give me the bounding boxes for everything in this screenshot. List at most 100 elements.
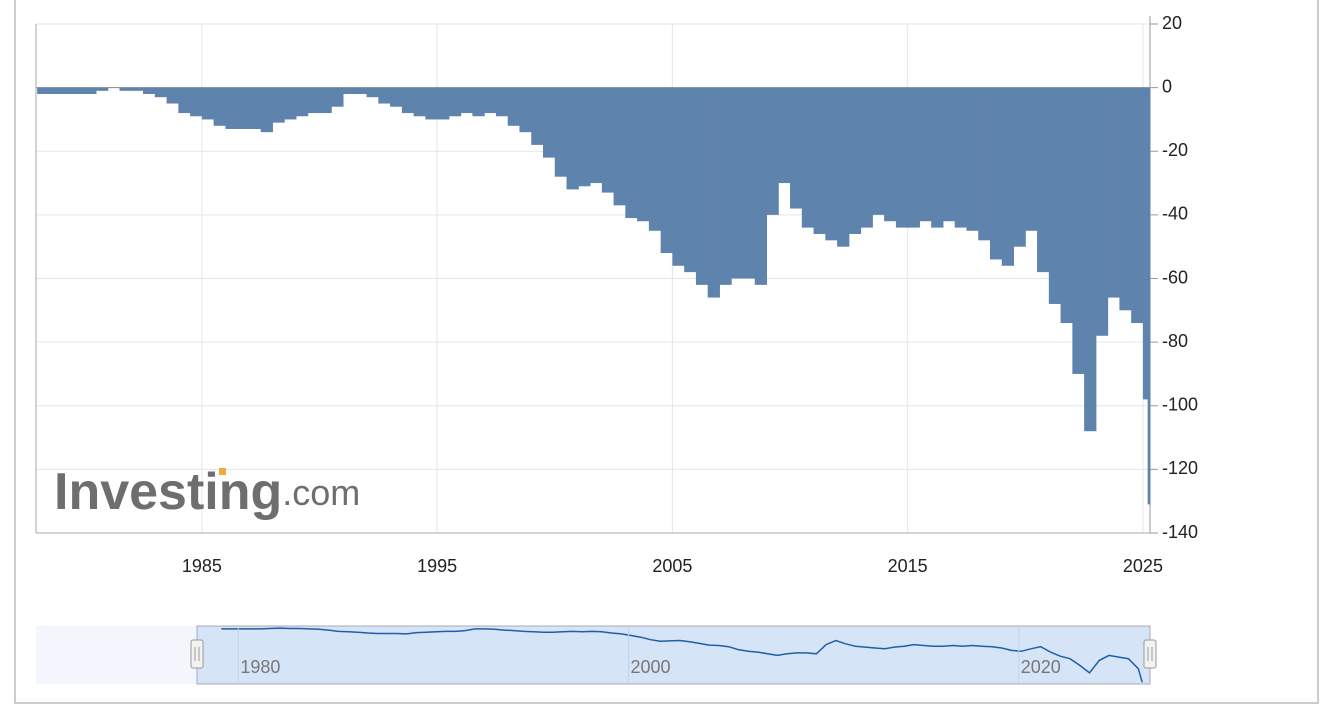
bar xyxy=(613,87,626,206)
bar xyxy=(425,87,438,120)
bar xyxy=(143,87,156,94)
bar xyxy=(1107,87,1120,298)
bar xyxy=(778,87,791,184)
navigator-handle[interactable] xyxy=(190,639,204,669)
watermark-main: Investing xyxy=(54,463,282,521)
watermark-suffix: .com xyxy=(282,472,360,513)
watermark: Investing.com xyxy=(54,463,360,521)
x-tick-label: 1995 xyxy=(417,556,457,576)
bar xyxy=(990,87,1003,260)
watermark-dot xyxy=(219,468,226,475)
bar xyxy=(954,87,967,228)
bar xyxy=(754,87,768,285)
bar xyxy=(154,87,168,98)
bar xyxy=(131,87,144,91)
x-tick-label: 1985 xyxy=(182,556,222,576)
bar xyxy=(413,87,426,117)
bar xyxy=(237,87,250,129)
x-tick-label: 2015 xyxy=(888,556,928,576)
bar xyxy=(660,87,673,254)
bar xyxy=(872,87,885,215)
bar xyxy=(966,87,979,231)
bar xyxy=(1060,87,1073,324)
bar xyxy=(60,87,73,94)
bar xyxy=(95,87,109,91)
navigator-tick-label: 2000 xyxy=(631,657,671,677)
navigator-handle[interactable] xyxy=(1143,639,1157,669)
y-tick-label: -60 xyxy=(1162,267,1188,287)
bar xyxy=(1095,87,1109,336)
bar xyxy=(201,87,215,120)
bar xyxy=(672,87,685,266)
bar xyxy=(978,87,991,241)
bar xyxy=(178,87,191,114)
bar xyxy=(460,87,473,114)
y-tick-label: -120 xyxy=(1162,458,1198,478)
bar xyxy=(354,87,368,94)
bar xyxy=(166,87,179,104)
bar xyxy=(895,87,909,228)
bar xyxy=(719,87,732,285)
navigator-selection xyxy=(196,625,1151,685)
bar xyxy=(848,87,862,234)
navigator-tick-label: 2020 xyxy=(1021,657,1061,677)
bar xyxy=(378,87,391,104)
bar xyxy=(84,87,97,94)
bar xyxy=(566,87,579,190)
bar xyxy=(48,87,62,94)
bar xyxy=(307,87,320,114)
bar xyxy=(119,87,132,91)
bar xyxy=(742,87,756,279)
frame xyxy=(14,0,1319,704)
bar xyxy=(531,87,544,145)
navigator-line xyxy=(221,627,1143,683)
bar xyxy=(331,87,344,107)
bar xyxy=(284,87,297,120)
bar xyxy=(495,87,509,117)
bar xyxy=(919,87,932,222)
bar xyxy=(907,87,920,228)
bar xyxy=(437,87,450,120)
bar xyxy=(519,87,532,133)
bar xyxy=(472,87,485,117)
bar xyxy=(884,87,897,222)
y-tick-label: -140 xyxy=(1162,522,1198,542)
bar xyxy=(801,87,815,228)
bar xyxy=(1072,87,1085,374)
bar xyxy=(813,87,826,234)
bar xyxy=(1025,87,1038,231)
navigator-tick-label: 1980 xyxy=(240,657,280,677)
bar xyxy=(248,87,262,129)
watermark-text: Investing.com xyxy=(54,463,360,521)
bar xyxy=(484,87,497,114)
bar xyxy=(684,87,697,273)
bar xyxy=(225,87,238,129)
bar xyxy=(190,87,203,117)
bar xyxy=(401,87,415,114)
bar xyxy=(366,87,379,98)
bar xyxy=(790,87,803,209)
x-tick-label: 2005 xyxy=(652,556,692,576)
bar xyxy=(825,87,838,241)
y-tick-label: 20 xyxy=(1162,13,1182,33)
bar xyxy=(1119,87,1132,311)
bar xyxy=(1013,87,1026,247)
bar xyxy=(1131,87,1144,324)
bar xyxy=(72,87,85,94)
bar xyxy=(707,87,720,298)
bar xyxy=(295,87,309,117)
bar xyxy=(1147,87,1151,505)
y-tick-label: -100 xyxy=(1162,395,1198,415)
bar xyxy=(1048,87,1062,304)
y-tick-label: 0 xyxy=(1162,76,1172,96)
bar xyxy=(448,87,462,117)
bar xyxy=(766,87,779,215)
bar xyxy=(837,87,850,247)
bar xyxy=(1142,87,1149,400)
y-tick-label: -80 xyxy=(1162,331,1188,351)
bar xyxy=(695,87,709,285)
bar xyxy=(272,87,285,123)
bar xyxy=(637,87,650,222)
bar xyxy=(648,87,662,231)
